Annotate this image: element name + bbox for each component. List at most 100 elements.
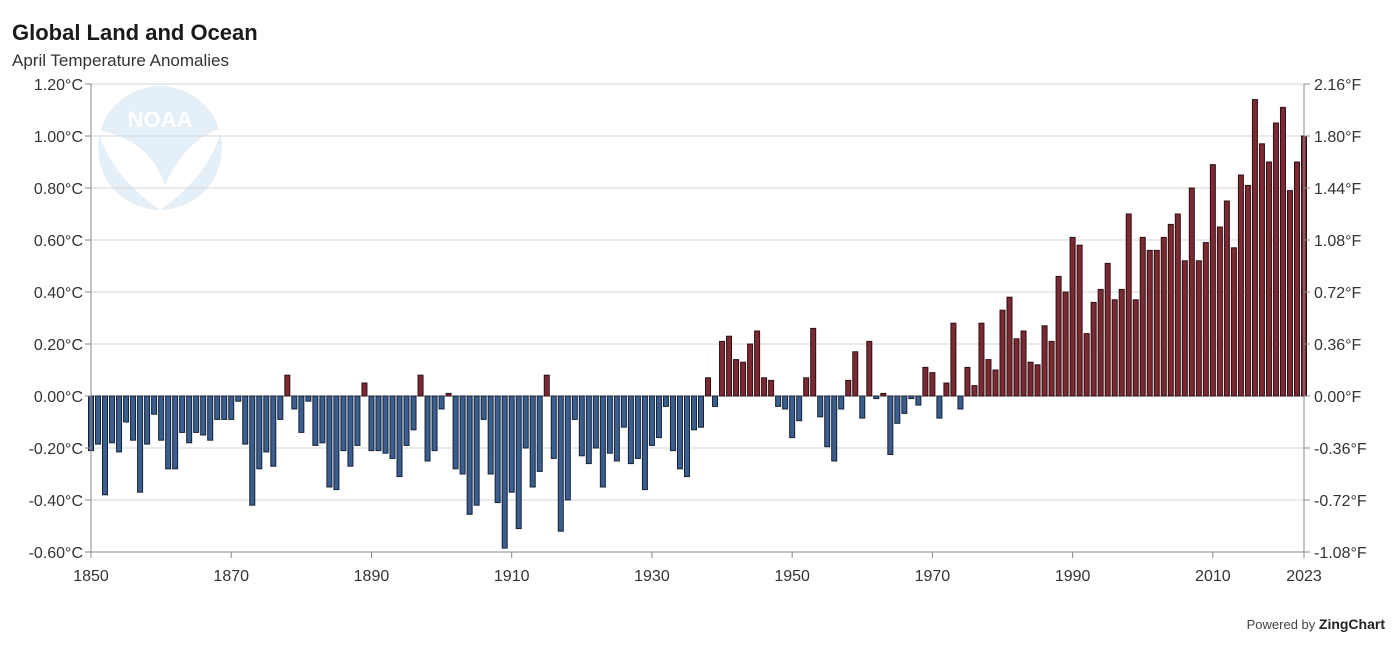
y-tick-label-right: 1.80°F [1314, 129, 1362, 146]
bar-1913 [529, 395, 536, 488]
bar-1981 [1006, 296, 1013, 397]
axes: 1.20°C 2.16°F 1.00°C 1.80°F 0.80°C 1.44°F 0.60… [29, 77, 1367, 585]
bar-1956 [831, 395, 838, 462]
bar-1912 [522, 395, 529, 449]
bar-1907 [487, 395, 494, 475]
bar-1984 [1027, 361, 1034, 397]
bar-1988 [1055, 275, 1062, 397]
bar-1885 [333, 395, 340, 491]
bar-1855 [123, 395, 130, 423]
bar-1863 [179, 395, 186, 433]
bar-1900 [438, 395, 445, 410]
bar-1891 [375, 395, 382, 452]
bar-1983 [1020, 330, 1027, 397]
bar-2019 [1272, 122, 1279, 397]
bar-1862 [172, 395, 179, 470]
bar-1894 [396, 395, 403, 478]
bar-1961 [866, 340, 873, 397]
bar-1971 [936, 395, 943, 419]
bar-1951 [796, 395, 803, 422]
y-tick-label-right: -0.36°F [1314, 441, 1367, 458]
bar-1989 [1062, 291, 1069, 397]
bar-1889 [361, 382, 368, 397]
bar-2003 [1160, 236, 1167, 397]
bar-1934 [676, 395, 683, 470]
bar-1872 [242, 395, 249, 445]
y-tick-label-left: 1.20°C [34, 77, 83, 94]
bar-1902 [452, 395, 459, 470]
bar-1965 [894, 395, 901, 424]
bar-1867 [207, 395, 214, 441]
bar-2001 [1146, 249, 1153, 397]
bar-1930 [648, 395, 655, 446]
y-tick-label-right: -1.08°F [1314, 545, 1367, 562]
bar-1943 [740, 361, 747, 397]
bar-2020 [1279, 106, 1286, 397]
bar-2014 [1237, 174, 1244, 397]
bar-1877 [277, 395, 284, 420]
bar-1859 [151, 395, 158, 415]
bar-1995 [1104, 262, 1111, 397]
bar-2022 [1293, 161, 1300, 397]
bar-2005 [1174, 213, 1181, 397]
bar-1925 [613, 395, 620, 462]
x-tick-label: 1870 [213, 568, 249, 585]
bar-1908 [494, 395, 501, 504]
bar-1896 [410, 395, 417, 431]
bar-1876 [270, 395, 277, 467]
bar-1903 [459, 395, 466, 475]
bar-1968 [915, 395, 922, 406]
bar-1966 [901, 395, 908, 414]
bar-1944 [747, 343, 754, 397]
x-tick-label: 1850 [73, 568, 109, 585]
bar-1922 [592, 395, 599, 449]
bar-1977 [978, 322, 985, 397]
bar-1936 [690, 395, 697, 431]
bar-2006 [1181, 260, 1188, 397]
bar-1963 [880, 392, 887, 397]
bar-1860 [158, 395, 165, 441]
bar-2000 [1139, 236, 1146, 397]
bar-1969 [922, 366, 929, 397]
bar-1967 [908, 395, 915, 400]
bar-1990 [1069, 236, 1076, 397]
bar-1946 [761, 377, 768, 397]
bar-1959 [852, 351, 859, 397]
bar-1906 [480, 395, 487, 420]
bar-1998 [1125, 213, 1132, 397]
powered-by-zingchart[interactable]: Powered by ZingChart [1247, 616, 1385, 632]
bar-1861 [165, 395, 172, 470]
bar-1953 [810, 327, 817, 397]
bar-1941 [726, 335, 733, 397]
bar-1880 [298, 395, 305, 433]
bar-1887 [347, 395, 354, 467]
bar-1871 [235, 395, 242, 402]
bar-1856 [130, 395, 137, 441]
bar-1996 [1111, 299, 1118, 397]
bar-1924 [606, 395, 613, 454]
svg-text:NOAA: NOAA [128, 107, 193, 132]
bar-2009 [1202, 242, 1209, 397]
bar-1884 [326, 395, 333, 488]
bar-1878 [284, 374, 291, 397]
bar-1980 [999, 309, 1006, 397]
x-tick-label: 1990 [1055, 568, 1091, 585]
bar-1976 [971, 385, 978, 397]
y-tick-label-left: 0.80°C [34, 181, 83, 198]
bar-1870 [228, 395, 235, 420]
bar-1910 [508, 395, 515, 493]
bar-1955 [824, 395, 831, 448]
x-tick-label: 1910 [494, 568, 530, 585]
bar-2010 [1209, 164, 1216, 397]
noaa-logo-watermark: NOAA [98, 86, 222, 210]
bar-1974 [957, 395, 964, 410]
bar-1879 [291, 395, 298, 410]
bar-1927 [627, 395, 634, 465]
bar-1947 [768, 379, 775, 397]
bar-1865 [193, 395, 200, 433]
y-tick-label-right: 0.72°F [1314, 285, 1362, 302]
bar-1954 [817, 395, 824, 418]
bar-1942 [733, 359, 740, 397]
bar-1919 [571, 395, 578, 420]
y-tick-label-left: -0.20°C [29, 441, 83, 458]
